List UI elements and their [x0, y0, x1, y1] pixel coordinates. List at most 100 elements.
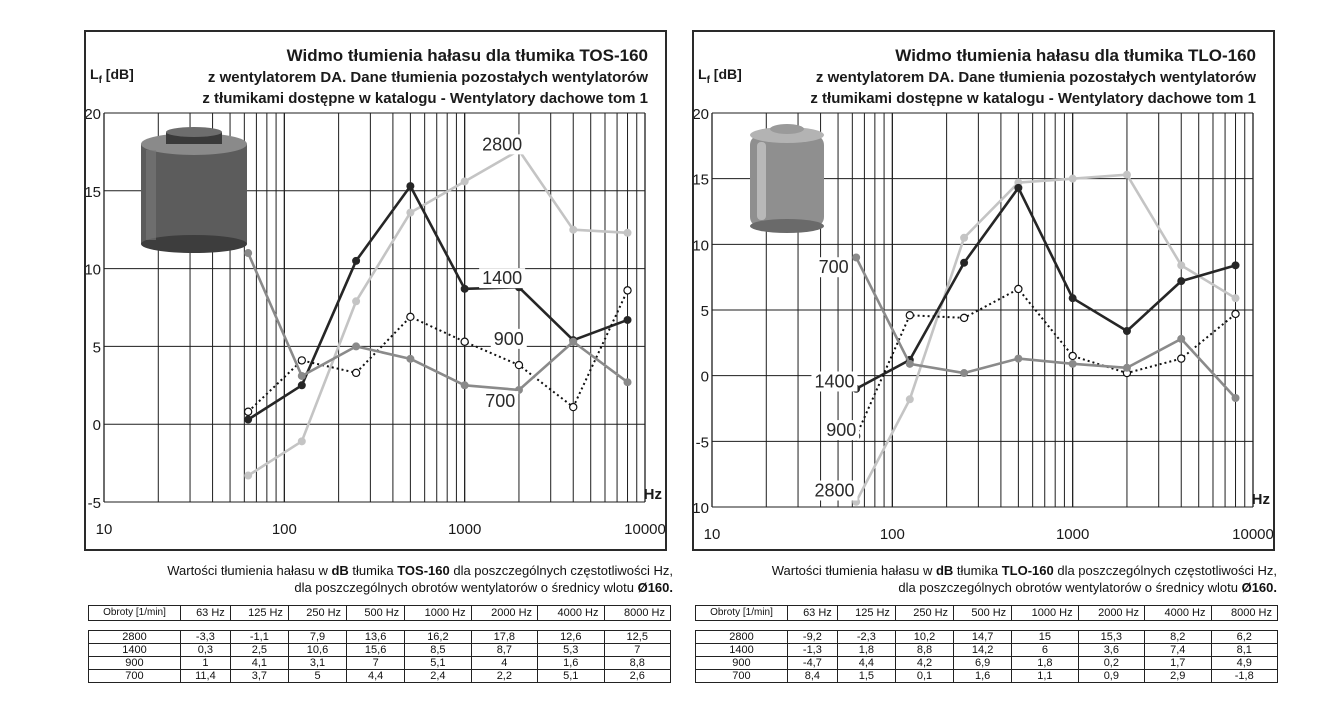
data-point-900 [959, 313, 969, 323]
value-cell: 1,5 [836, 669, 896, 683]
caption-tos-160: Wartości tłumienia hałasu w dB tłumika T… [90, 562, 673, 596]
data-point-2800 [1068, 174, 1077, 183]
value-cell: 0,3 [179, 643, 231, 657]
caption-text: dla poszczególnych obrotów wentylatorów … [898, 580, 1242, 595]
chart-tlo-160: Widmo tłumienia hałasu dla tłumika TLO-1… [694, 46, 1273, 543]
series-label-bg [479, 268, 526, 289]
value-cell: 0,9 [1077, 669, 1146, 683]
data-point-700 [905, 359, 914, 368]
x-axis-label: Hz [644, 486, 662, 503]
value-cell: 0,2 [1077, 656, 1146, 670]
caption-line-1: Wartości tłumienia hałasu w dB tłumika T… [90, 562, 673, 579]
value-cell: 8,5 [404, 643, 472, 657]
series-line-2800 [247, 149, 628, 477]
series-line-700 [246, 252, 629, 392]
value-cell: 6,2 [1210, 630, 1278, 644]
silencer-highlight [757, 142, 766, 220]
caption-text: dla poszczególnych częstotliwości Hz, [449, 563, 673, 578]
data-point-1400 [406, 182, 415, 191]
header-frequency: 63 Hz [786, 605, 838, 621]
table-spacer [88, 620, 671, 631]
y-tick-label: 5 [93, 339, 101, 356]
series-label-bg [811, 371, 858, 392]
data-point-1400 [1122, 327, 1131, 336]
y-tick-label: -10 [694, 500, 709, 517]
series-label-700: 700 [819, 257, 849, 277]
rpm-cell: 2800 [88, 630, 181, 644]
caption-text: Wartości tłumienia hałasu w [771, 563, 936, 578]
caption-model: TOS-160 [397, 563, 450, 578]
caption-line-2: dla poszczególnych obrotów wentylatorów … [694, 579, 1277, 596]
value-cell: 15,3 [1077, 630, 1146, 644]
header-frequency: 8000 Hz [603, 605, 671, 621]
values-table-tos-160: Obroty [1/min] 63 Hz 125 Hz 250 Hz 500 Hz 100… [88, 605, 671, 683]
data-point-700 [460, 381, 469, 390]
caption-text: dla poszczególnych obrotów wentylatorów … [294, 580, 638, 595]
x-tick-label: 1000 [448, 521, 481, 538]
data-point-2800 [623, 228, 632, 237]
data-point-2800 [406, 208, 415, 217]
value-cell: 4,4 [836, 656, 896, 670]
header-frequency: 125 Hz [836, 605, 896, 621]
table-row: 2800 -3,3 -1,1 7,9 13,6 16,2 17,8 12,6 12,5 [88, 630, 671, 644]
header-frequency: 63 Hz [179, 605, 231, 621]
value-cell: 7,4 [1144, 643, 1212, 657]
data-point-2800 [244, 471, 253, 480]
value-cell: -3,3 [179, 630, 231, 644]
data-point-1400 [460, 284, 469, 293]
y-axis-label: Lf [dB] [90, 66, 134, 86]
value-cell: 4,1 [229, 656, 289, 670]
value-cell: 16,2 [404, 630, 472, 644]
value-cell: 17,8 [470, 630, 539, 644]
table-row: 700 8,4 1,5 0,1 1,6 1,1 0,9 2,9 -1,8 [695, 669, 1278, 683]
data-point-2800 [960, 233, 969, 242]
table-header-row: Obroty [1/min] 63 Hz 125 Hz 250 Hz 500 Hz 100… [695, 605, 1278, 621]
caption-text: dla poszczególnych częstotliwości Hz, [1053, 563, 1277, 578]
value-cell: 5,3 [537, 643, 605, 657]
value-cell: 5,1 [537, 669, 605, 683]
data-point-700 [1122, 363, 1131, 372]
data-point-700 [244, 249, 253, 258]
chart-title-line: z tłumikami dostępne w katalogu - Wentyl… [810, 90, 1256, 107]
silencer-body [750, 135, 824, 227]
data-point-2800 [1122, 170, 1131, 179]
rpm-cell: 2800 [695, 630, 788, 644]
data-point-900 [460, 337, 469, 346]
data-point-700 [1231, 393, 1240, 402]
value-cell: 8,8 [603, 656, 671, 670]
x-tick-label: 10000 [1232, 526, 1273, 543]
value-cell: -4,7 [786, 656, 838, 670]
header-frequency: 250 Hz [287, 605, 348, 621]
value-cell: 12,5 [603, 630, 671, 644]
data-point-2800 [1177, 261, 1186, 270]
y-tick-label: -5 [88, 495, 101, 512]
header-rpm: Obroty [1/min] [695, 605, 788, 621]
chart-title-line: z tłumikami dostępne w katalogu - Wentyl… [202, 90, 648, 107]
data-point-2800 [352, 297, 361, 306]
caption-line-2: dla poszczególnych obrotów wentylatorów … [90, 579, 673, 596]
value-cell: 8,2 [1144, 630, 1212, 644]
x-tick-label: 10000 [624, 521, 665, 538]
value-cell: 12,6 [537, 630, 605, 644]
y-tick-label: 20 [86, 106, 101, 123]
table-spacer-cell [88, 620, 671, 631]
table-row: 900 1 4,1 3,1 7 5,1 4 1,6 8,8 [88, 656, 671, 670]
caption-text: tłumika [953, 563, 1002, 578]
data-point-1400 [1014, 183, 1023, 192]
header-frequency: 500 Hz [346, 605, 406, 621]
value-cell: 4 [470, 656, 539, 670]
silencer-product-image [750, 124, 824, 233]
data-point-1400 [297, 381, 306, 390]
value-cell: -1,3 [786, 643, 838, 657]
value-cell: 5 [287, 669, 348, 683]
value-cell: 8,7 [470, 643, 539, 657]
value-cell: 7,9 [287, 630, 348, 644]
data-point-700 [852, 253, 861, 262]
value-cell: 1 [179, 656, 231, 670]
table-header-row: Obroty [1/min] 63 Hz 125 Hz 250 Hz 500 Hz 100… [88, 605, 671, 621]
data-point-1400 [1177, 277, 1186, 286]
value-cell: 1,1 [1011, 669, 1079, 683]
data-point-2800 [569, 225, 578, 234]
caption-line-1: Wartości tłumienia hałasu w dB tłumika T… [694, 562, 1277, 579]
chart-title-line: Widmo tłumienia hałasu dla tłumika TOS-1… [287, 46, 648, 65]
